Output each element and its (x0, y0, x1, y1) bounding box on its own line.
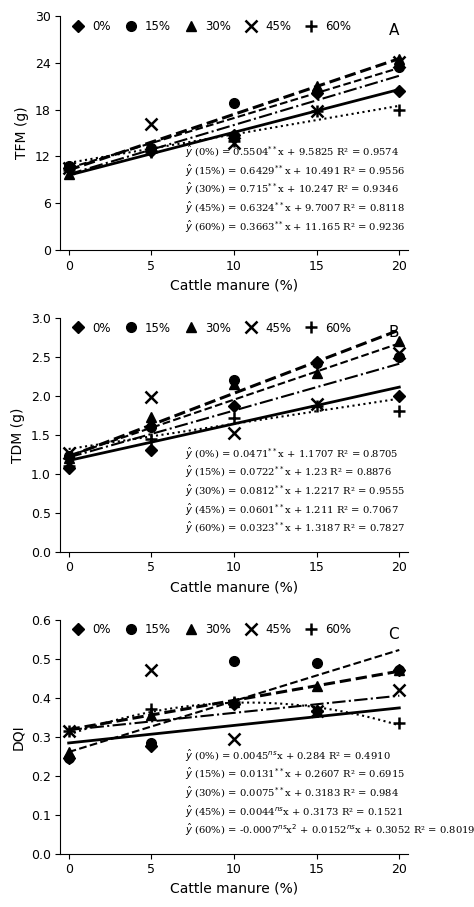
Text: $\hat{y}$ (0%) = 0.0045$^{ns}$x + 0.284 R² = 0.4910: $\hat{y}$ (0%) = 0.0045$^{ns}$x + 0.284 … (185, 747, 391, 764)
Text: $\hat{y}$ (15%) = 0.0131$^{**}$x + 0.2607 R² = 0.6915: $\hat{y}$ (15%) = 0.0131$^{**}$x + 0.260… (185, 766, 405, 782)
X-axis label: Cattle manure (%): Cattle manure (%) (170, 580, 298, 594)
Y-axis label: TFM (g): TFM (g) (15, 107, 29, 160)
X-axis label: Cattle manure (%): Cattle manure (%) (170, 882, 298, 896)
Text: $\hat{y}$ (15%) = 0.6429$^{**}$x + 10.491 R² = 0.9556: $\hat{y}$ (15%) = 0.6429$^{**}$x + 10.49… (185, 162, 406, 179)
Text: $\hat{y}$ (15%) = 0.0722$^{**}$x + 1.23 R² = 0.8876: $\hat{y}$ (15%) = 0.0722$^{**}$x + 1.23 … (185, 464, 392, 481)
Y-axis label: DQI: DQI (11, 724, 25, 749)
Legend: 0%, 15%, 30%, 45%, 60%: 0%, 15%, 30%, 45%, 60% (66, 623, 352, 637)
Text: $\hat{y}$ (45%) = 0.0044$^{ns}$x + 0.3173 R² = 0.1521: $\hat{y}$ (45%) = 0.0044$^{ns}$x + 0.317… (185, 804, 403, 820)
Text: $\hat{y}$ (30%) = 0.715$^{**}$x + 10.247 R² = 0.9346: $\hat{y}$ (30%) = 0.715$^{**}$x + 10.247… (185, 181, 399, 197)
X-axis label: Cattle manure (%): Cattle manure (%) (170, 278, 298, 292)
Text: $\hat{y}$ (60%) = -0.0007$^{ns}$x$^2$ + 0.0152$^{ns}$x + 0.3052 R² = 0.8019: $\hat{y}$ (60%) = -0.0007$^{ns}$x$^2$ + … (185, 822, 474, 838)
Text: $\hat{y}$ (60%) = 0.0323$^{**}$x + 1.3187 R² = 0.7827: $\hat{y}$ (60%) = 0.0323$^{**}$x + 1.318… (185, 521, 406, 536)
Text: $\hat{y}$ (45%) = 0.6324$^{**}$x + 9.7007 R² = 0.8118: $\hat{y}$ (45%) = 0.6324$^{**}$x + 9.700… (185, 200, 405, 216)
Text: $\hat{y}$ (0%) = 0.5504$^{**}$x + 9.5825 R² = 0.9574: $\hat{y}$ (0%) = 0.5504$^{**}$x + 9.5825… (185, 143, 400, 160)
Text: A: A (389, 23, 399, 38)
Text: $\hat{y}$ (0%) = 0.0471$^{**}$x + 1.1707 R² = 0.8705: $\hat{y}$ (0%) = 0.0471$^{**}$x + 1.1707… (185, 445, 399, 462)
Text: C: C (388, 627, 399, 642)
Text: $\hat{y}$ (60%) = 0.3663$^{**}$x + 11.165 R² = 0.9236: $\hat{y}$ (60%) = 0.3663$^{**}$x + 11.16… (185, 219, 405, 235)
Legend: 0%, 15%, 30%, 45%, 60%: 0%, 15%, 30%, 45%, 60% (66, 20, 352, 33)
Legend: 0%, 15%, 30%, 45%, 60%: 0%, 15%, 30%, 45%, 60% (66, 322, 352, 335)
Text: $\hat{y}$ (45%) = 0.0601$^{**}$x + 1.211 R² = 0.7067: $\hat{y}$ (45%) = 0.0601$^{**}$x + 1.211… (185, 502, 399, 518)
Text: B: B (388, 325, 399, 340)
Y-axis label: TDM (g): TDM (g) (11, 407, 25, 463)
Text: $\hat{y}$ (30%) = 0.0075$^{**}$x + 0.3183 R² = 0.984: $\hat{y}$ (30%) = 0.0075$^{**}$x + 0.318… (185, 785, 400, 801)
Text: $\hat{y}$ (30%) = 0.0812$^{**}$x + 1.2217 R² = 0.9555: $\hat{y}$ (30%) = 0.0812$^{**}$x + 1.221… (185, 483, 405, 499)
